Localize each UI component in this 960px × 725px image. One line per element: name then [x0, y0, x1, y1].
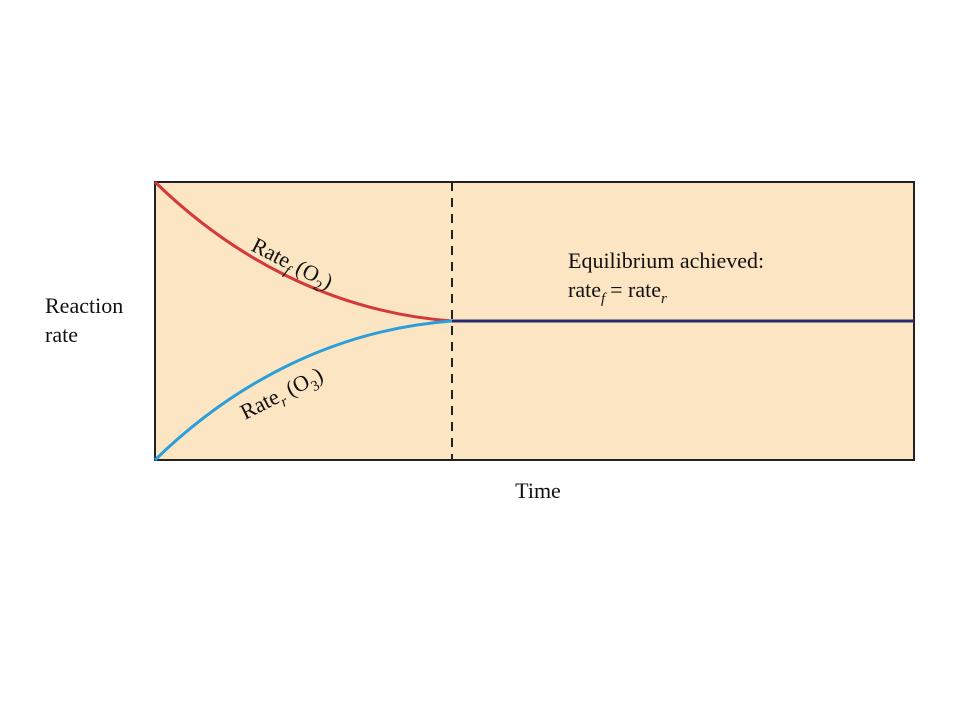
- annotation-subscript: f: [601, 291, 607, 307]
- annotation-text: rate: [568, 277, 601, 302]
- y-axis-label: rate: [45, 322, 78, 347]
- x-axis-label: Time: [515, 478, 561, 503]
- annotation-line: ratef = rater: [568, 277, 667, 307]
- annotation-text: = rate: [610, 277, 661, 302]
- forward-curve: [153, 180, 453, 323]
- reverse-curve: [153, 319, 453, 462]
- annotation-subscript: r: [661, 291, 667, 307]
- annotation-line: Equilibrium achieved:: [568, 248, 764, 273]
- y-axis-label: Reaction: [45, 293, 123, 318]
